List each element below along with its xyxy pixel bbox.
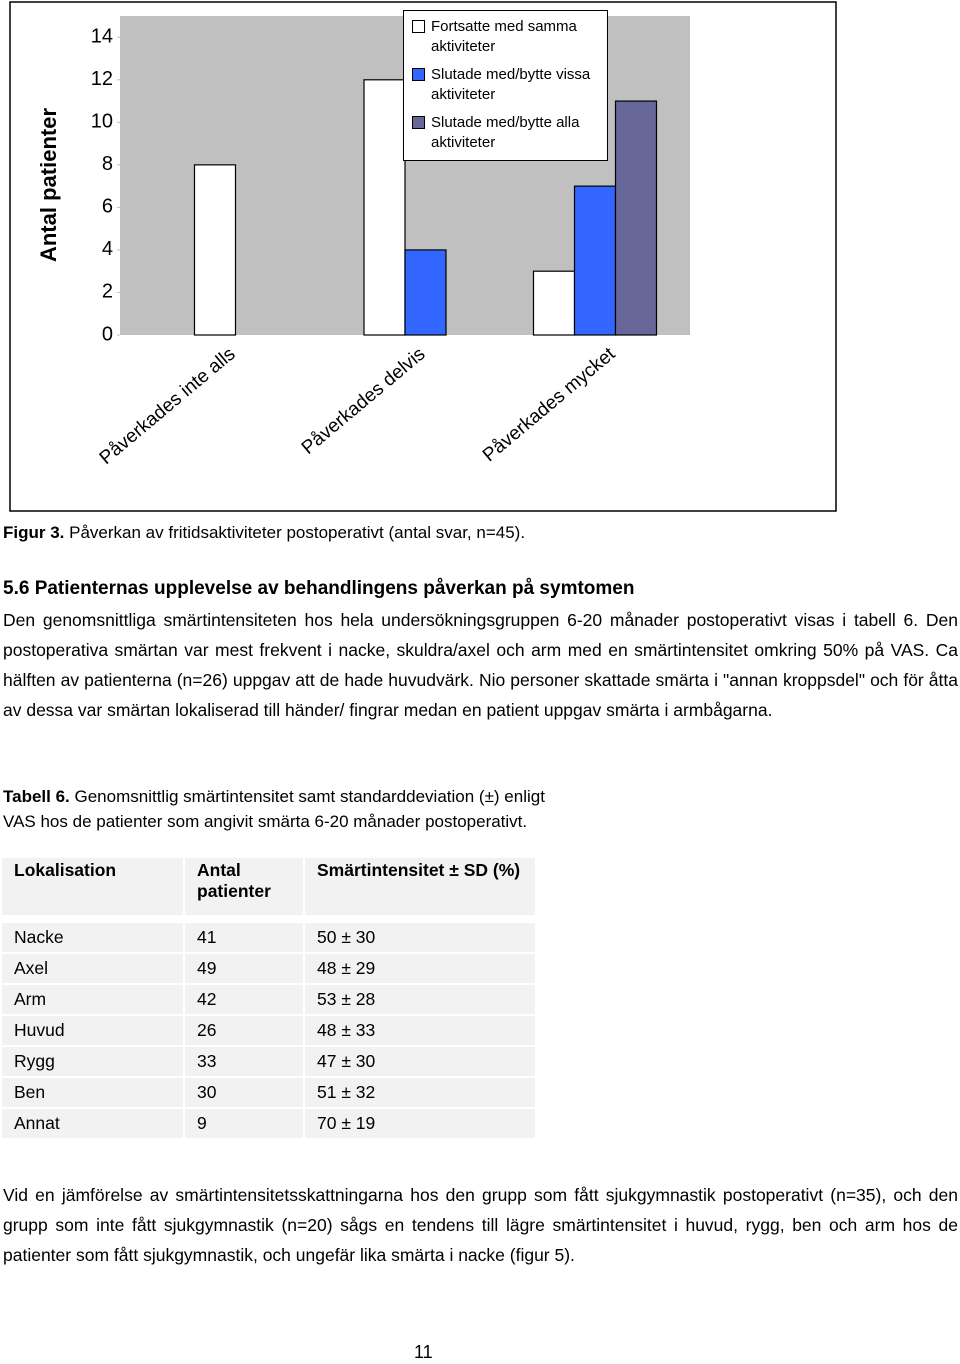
legend-label: Slutade med/bytte vissa aktiviteter (431, 66, 591, 103)
page-number: 11 (414, 1342, 433, 1362)
table-cell: 50 ± 30 (303, 918, 537, 954)
table-cell: 42 (183, 983, 305, 1016)
table-cell: Annat (0, 1107, 185, 1140)
table-cell: 33 (183, 1045, 305, 1078)
table-cell: Nacke (0, 918, 185, 954)
table-cell: 48 ± 29 (303, 952, 537, 985)
table-header: Lokalisation Antal patienter Smärtintensit… (0, 856, 537, 923)
legend-entry: Fortsatte med samma aktiviteter (412, 17, 607, 57)
table-cell: 53 ± 28 (303, 983, 537, 1016)
legend-label: Fortsatte med samma aktiviteter (431, 18, 577, 55)
bar (532, 270, 576, 336)
bar (614, 100, 658, 336)
table-row: Rygg 33 47 ± 30 (0, 1045, 537, 1078)
y-tick-label: 4 (102, 238, 113, 260)
table-row: Axel 49 48 ± 29 (0, 952, 537, 985)
y-axis-title: Antal patienter (36, 108, 61, 262)
table-cell: Ben (0, 1076, 185, 1109)
table-cell: Arm (0, 983, 185, 1016)
table-cell: 41 (183, 918, 305, 954)
closing-paragraph: Vid en jämförelse av smärtintensitetsska… (3, 1185, 958, 1265)
table-cell: 9 (183, 1107, 305, 1140)
table-caption: Tabell 6. Genomsnittlig smärtintensitet … (3, 784, 548, 834)
paragraph: Den genomsnittliga smärtintensiteten hos… (3, 610, 958, 720)
figure-caption: Figur 3. Påverkan av fritidsaktiviteter … (3, 523, 525, 543)
y-tick-label: 14 (91, 26, 113, 48)
table: Lokalisation Antal patienter Smärtintensit… (0, 856, 537, 1140)
section-heading: 5.6 Patienternas upplevelse av behandlin… (3, 578, 635, 599)
y-tick-label: 6 (102, 196, 113, 218)
table-caption-text: Genomsnittlig smärtintensitet samt stand… (3, 787, 545, 831)
table-cell: Axel (0, 952, 185, 985)
legend-entry: Slutade med/bytte alla aktiviteter (412, 113, 607, 153)
table-row: Ben 30 51 ± 32 (0, 1076, 537, 1109)
legend-label: Slutade med/bytte alla aktiviteter (431, 114, 580, 151)
table-body: Nacke 41 50 ± 30 Axel 49 48 ± 29 Arm 42 53 ± 28 H… (0, 918, 537, 1140)
table-cell: 49 (183, 952, 305, 985)
caption-label: Figur 3. (3, 523, 65, 542)
table-row: Nacke 41 50 ± 30 (0, 918, 537, 954)
table-cell: 51 ± 32 (303, 1076, 537, 1109)
bar (363, 79, 406, 336)
table-cell: Rygg (0, 1045, 185, 1078)
y-tick-label: 2 (102, 281, 113, 303)
table-row: Arm 42 53 ± 28 (0, 983, 537, 1016)
legend-swatch (412, 20, 425, 33)
table-caption-label: Tabell 6. (3, 787, 70, 806)
bar (404, 249, 447, 336)
y-tick-label: 0 (102, 323, 113, 345)
legend: Fortsatte med samma aktiviteter Slutade m… (403, 10, 608, 161)
y-tick-label: 12 (91, 68, 113, 90)
y-tick-label: 8 (102, 153, 113, 175)
table-row: Annat 9 70 ± 19 (0, 1107, 537, 1140)
legend-entry: Slutade med/bytte vissa aktiviteter (412, 65, 607, 105)
header-cell: Smärtintensitet ± SD (%) (303, 856, 537, 923)
table-cell: 47 ± 30 (303, 1045, 537, 1078)
caption-text: Påverkan av fritidsaktiviteter postopera… (69, 523, 526, 542)
legend-swatch (412, 68, 425, 81)
table-cell: 30 (183, 1076, 305, 1109)
y-tick-label: 10 (91, 111, 113, 133)
header-cell: Lokalisation (0, 856, 185, 923)
legend-swatch (412, 116, 425, 129)
table-cell: 70 ± 19 (303, 1107, 537, 1140)
table-cell: Huvud (0, 1014, 185, 1047)
bar (573, 185, 617, 336)
header-cell: Antal patienter (183, 856, 305, 923)
table-cell: 26 (183, 1014, 305, 1047)
table-cell: 48 ± 33 (303, 1014, 537, 1047)
table-row: Huvud 26 48 ± 33 (0, 1014, 537, 1047)
bar (193, 164, 237, 336)
